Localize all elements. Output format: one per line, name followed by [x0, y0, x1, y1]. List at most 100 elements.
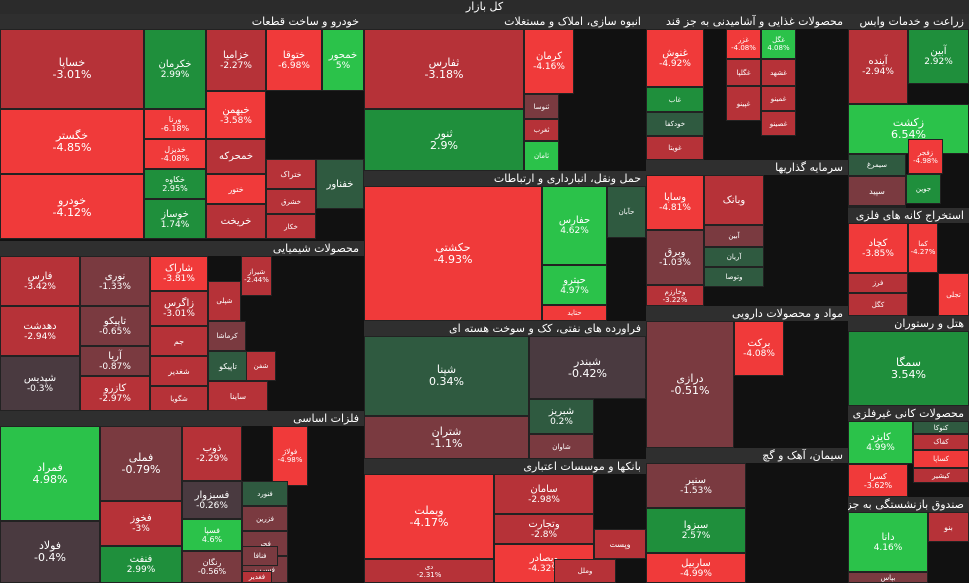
- symbol-tile[interactable]: خگستر -4.85%: [0, 109, 144, 174]
- symbol-tile[interactable]: غپینو: [726, 86, 761, 121]
- symbol-tile[interactable]: ورنا -6.18%: [144, 109, 206, 139]
- symbol-tile[interactable]: شفن: [246, 351, 276, 381]
- symbol-tile[interactable]: شپلی: [208, 281, 241, 321]
- symbol-tile[interactable]: فملی -0.79%: [100, 426, 182, 501]
- symbol-tile[interactable]: خکار: [266, 214, 316, 239]
- symbol-tile[interactable]: آبین: [704, 225, 764, 247]
- symbol-tile[interactable]: خوساز 1.74%: [144, 199, 206, 239]
- symbol-tile[interactable]: حآبان: [607, 186, 646, 238]
- symbol-tile[interactable]: آریان: [704, 247, 764, 267]
- symbol-tile[interactable]: شبریز 0.2%: [529, 399, 594, 434]
- symbol-tile[interactable]: خمحور 5%: [322, 29, 364, 91]
- symbol-tile[interactable]: فسپا 4.6%: [182, 519, 242, 551]
- symbol-tile[interactable]: کنوکا: [913, 421, 969, 434]
- symbol-tile[interactable]: فنورد: [242, 481, 288, 506]
- symbol-tile[interactable]: وخارزم -3.22%: [646, 285, 704, 306]
- symbol-tile[interactable]: حپترو 4.97%: [542, 265, 607, 305]
- symbol-tile[interactable]: رنگان -0.56%: [182, 551, 242, 583]
- symbol-tile[interactable]: فنافا: [242, 546, 278, 566]
- symbol-tile[interactable]: وساپا -4.81%: [646, 175, 704, 230]
- symbol-tile[interactable]: سمگا 3.54%: [848, 331, 969, 406]
- symbol-tile[interactable]: شگویا: [150, 386, 208, 411]
- symbol-tile[interactable]: شاراک -3.81%: [150, 256, 208, 291]
- symbol-tile[interactable]: وبرق -1.03%: [646, 230, 704, 285]
- symbol-tile[interactable]: فخوز -3%: [100, 501, 182, 546]
- symbol-tile[interactable]: فمراد 4.98%: [0, 426, 100, 521]
- symbol-tile[interactable]: ختوقا -6.98%: [266, 29, 322, 91]
- symbol-tile[interactable]: غنوش -4.92%: [646, 29, 704, 87]
- symbol-tile[interactable]: وبملت -4.17%: [364, 474, 494, 559]
- symbol-tile[interactable]: شیراز -2.44%: [241, 256, 272, 296]
- symbol-tile[interactable]: خزامیا -2.27%: [206, 29, 266, 91]
- symbol-tile[interactable]: فغدیر: [242, 571, 272, 583]
- symbol-tile[interactable]: خکاوه 2.95%: [144, 169, 206, 199]
- symbol-tile[interactable]: شتران -1.1%: [364, 416, 529, 459]
- symbol-tile[interactable]: خودرو -4.12%: [0, 174, 144, 239]
- symbol-tile[interactable]: وملل: [554, 559, 616, 583]
- symbol-tile[interactable]: کما -4.27%: [908, 223, 938, 273]
- symbol-tile[interactable]: سامان -2.98%: [494, 474, 594, 514]
- symbol-tile[interactable]: ساینا: [208, 381, 268, 411]
- symbol-tile[interactable]: وتجارت -2.8%: [494, 514, 594, 544]
- symbol-tile[interactable]: شبندر -0.42%: [529, 336, 646, 399]
- symbol-tile[interactable]: دانا 4.16%: [848, 512, 928, 572]
- symbol-tile[interactable]: کایزد 4.99%: [848, 421, 913, 464]
- symbol-tile[interactable]: فنفت 2.99%: [100, 546, 182, 583]
- symbol-tile[interactable]: خشرق: [266, 189, 316, 214]
- symbol-tile[interactable]: سبزوا 2.57%: [646, 508, 746, 553]
- symbol-tile[interactable]: کگل: [848, 293, 908, 316]
- symbol-tile[interactable]: زفجر -4.98%: [908, 139, 943, 174]
- symbol-tile[interactable]: شپدیس -0.3%: [0, 356, 80, 411]
- symbol-tile[interactable]: ختور: [206, 174, 266, 204]
- symbol-tile[interactable]: کازرو -2.97%: [80, 376, 150, 411]
- symbol-tile[interactable]: غگلپا: [726, 59, 761, 86]
- symbol-tile[interactable]: ختراک: [266, 159, 316, 189]
- symbol-tile[interactable]: فزرین: [242, 506, 288, 531]
- symbol-tile[interactable]: غویتا: [646, 136, 704, 160]
- symbol-tile[interactable]: آینده -2.94%: [848, 29, 908, 104]
- symbol-tile[interactable]: شاوان: [529, 434, 594, 459]
- symbol-tile[interactable]: ذوب -2.29%: [182, 426, 242, 481]
- symbol-tile[interactable]: خمحرکه: [206, 139, 266, 174]
- symbol-tile[interactable]: ثامان: [524, 141, 559, 171]
- symbol-tile[interactable]: زاگرس -3.01%: [150, 291, 208, 326]
- symbol-tile[interactable]: زدشت: [848, 206, 906, 208]
- symbol-tile[interactable]: دی -2.31%: [364, 559, 494, 583]
- symbol-tile[interactable]: غصینو: [761, 111, 796, 136]
- symbol-tile[interactable]: ثغرب: [524, 119, 559, 141]
- symbol-tile[interactable]: خساپا -3.01%: [0, 29, 144, 109]
- symbol-tile[interactable]: آریا -0.87%: [80, 346, 150, 376]
- symbol-tile[interactable]: خودکفا: [646, 112, 704, 136]
- symbol-tile[interactable]: فارس -3.42%: [0, 256, 80, 306]
- symbol-tile[interactable]: سپید: [848, 176, 906, 206]
- symbol-tile[interactable]: آبین 2.92%: [908, 29, 969, 84]
- symbol-tile[interactable]: کسرا -3.62%: [848, 464, 908, 497]
- symbol-tile[interactable]: غگل 4.08%: [761, 29, 796, 59]
- symbol-tile[interactable]: حفارس 4.62%: [542, 186, 607, 265]
- symbol-tile[interactable]: تجلی: [938, 273, 969, 316]
- symbol-tile[interactable]: کچاد -3.85%: [848, 223, 908, 273]
- symbol-tile[interactable]: فولاژ -4.98%: [272, 426, 308, 486]
- symbol-tile[interactable]: خریخت: [206, 204, 266, 239]
- symbol-tile[interactable]: درازی -0.51%: [646, 321, 734, 448]
- symbol-tile[interactable]: ثفارس -3.18%: [364, 29, 524, 109]
- symbol-tile[interactable]: بپاس: [848, 572, 928, 583]
- symbol-tile[interactable]: کساپا: [913, 450, 969, 468]
- symbol-tile[interactable]: غزر -4.08%: [726, 29, 761, 59]
- symbol-tile[interactable]: سنیر -1.53%: [646, 463, 746, 508]
- symbol-tile[interactable]: کفاک: [913, 434, 969, 450]
- symbol-tile[interactable]: دهدشت -2.94%: [0, 306, 80, 356]
- symbol-tile[interactable]: کیشیر: [913, 468, 969, 483]
- symbol-tile[interactable]: غمینو: [761, 86, 796, 111]
- symbol-tile[interactable]: نوری -1.33%: [80, 256, 150, 306]
- symbol-tile[interactable]: خفناور: [316, 159, 364, 209]
- symbol-tile[interactable]: برکت -4.08%: [734, 321, 784, 376]
- symbol-tile[interactable]: وتوصا: [704, 267, 764, 287]
- symbol-tile[interactable]: حتاید: [542, 305, 607, 321]
- symbol-tile[interactable]: ثنور 2.9%: [364, 109, 524, 171]
- symbol-tile[interactable]: جم: [150, 326, 208, 356]
- symbol-tile[interactable]: تاپیکو: [208, 351, 248, 381]
- symbol-tile[interactable]: خدیزل -4.08%: [144, 139, 206, 169]
- symbol-tile[interactable]: بنو: [928, 512, 969, 542]
- symbol-tile[interactable]: کرماشا: [208, 321, 246, 351]
